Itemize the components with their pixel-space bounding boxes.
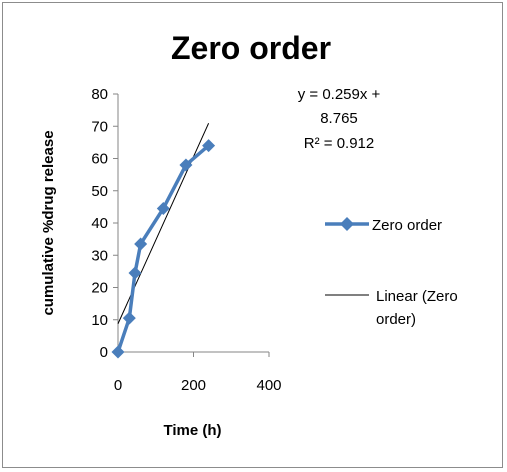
x-tick-label: 200 [181,377,206,394]
zero-order-chart: Zero order 0 10 20 30 40 50 60 70 80 0 200 400 cum… [40,30,458,439]
x-tick-label: 400 [256,377,281,394]
x-tick-label: 0 [114,377,122,394]
x-axis-label: Time (h) [163,422,221,439]
y-tick-label: 50 [91,183,108,200]
x-ticks: 0 200 400 [114,352,282,394]
data-point-marker [128,266,142,280]
equation-line-2: 8.765 [320,110,358,127]
legend: Zero order Linear (Zero order) [325,217,458,328]
series-group [111,139,216,359]
y-tick-label: 60 [91,151,108,168]
data-point-marker [179,158,193,172]
y-tick-label: 20 [91,280,108,297]
r-squared-label: R² = 0.912 [304,135,374,152]
legend-series-label: Zero order [372,217,442,234]
equation-line-1: y = 0.259x + [298,86,381,103]
y-tick-label: 80 [91,86,108,103]
y-tick-label: 10 [91,312,108,329]
legend-series-marker-icon [340,217,354,231]
chart-title: Zero order [171,30,331,66]
data-point-marker [111,345,125,359]
data-point-marker [156,201,170,215]
y-tick-label: 40 [91,215,108,232]
y-tick-label: 70 [91,118,108,135]
y-tick-label: 30 [91,247,108,264]
legend-trend-label-line-1: Linear (Zero [376,288,458,305]
y-axis-label: cumulative %drug release [40,130,57,315]
axes [117,94,269,353]
data-point-marker [202,139,216,153]
data-point-marker [122,311,136,325]
chart-frame: Zero order 0 10 20 30 40 50 60 70 80 0 200 400 cum… [2,2,503,468]
y-ticks: 0 10 20 30 40 50 60 70 80 [91,86,118,361]
y-tick-label: 0 [100,344,108,361]
legend-trend-label-line-2: order) [376,311,416,328]
data-point-marker [134,237,148,251]
